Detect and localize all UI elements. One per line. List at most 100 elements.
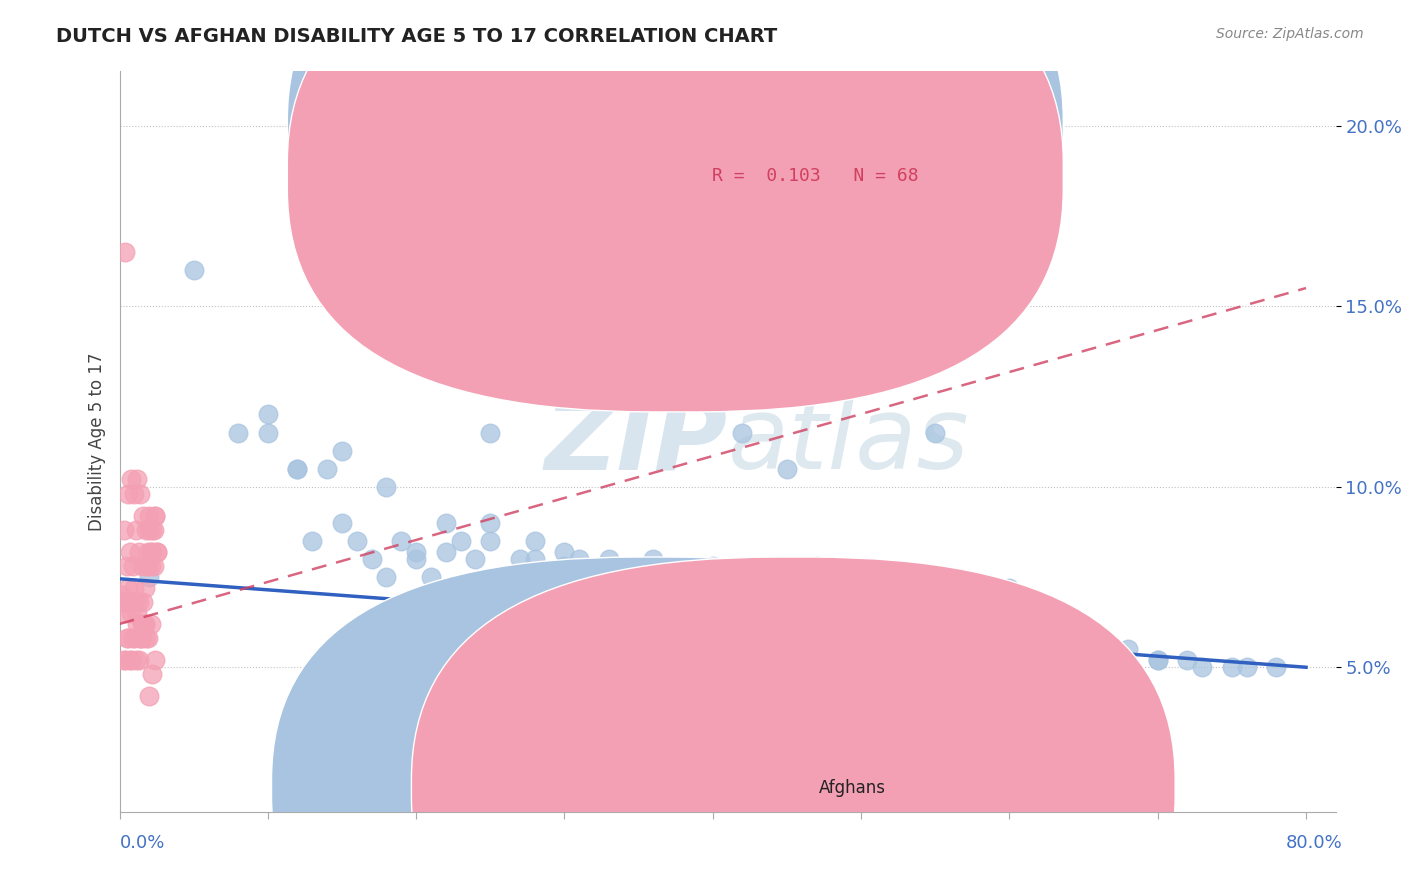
Point [346, 533, 368, 548]
FancyBboxPatch shape [630, 104, 977, 219]
Point [849, 632, 872, 646]
Point [138, 523, 160, 537]
Point [141, 523, 163, 537]
Point [643, 552, 665, 566]
Point [143, 653, 166, 667]
Point [139, 616, 162, 631]
FancyBboxPatch shape [412, 557, 1175, 892]
Point [820, 595, 842, 609]
Point [134, 581, 156, 595]
Point [301, 533, 323, 548]
Point [118, 653, 141, 667]
Point [1236, 660, 1258, 674]
Point [128, 544, 150, 558]
Point [112, 595, 135, 609]
Point [132, 616, 155, 631]
Point [1177, 653, 1199, 667]
Point [998, 616, 1021, 631]
Text: R = -0.132   N = 94: R = -0.132 N = 94 [711, 125, 918, 144]
Point [849, 689, 872, 703]
Point [125, 523, 148, 537]
Point [523, 552, 546, 566]
Point [139, 559, 162, 574]
Point [117, 632, 139, 646]
Point [330, 516, 353, 530]
Point [287, 461, 309, 475]
Point [420, 570, 443, 584]
Point [717, 581, 740, 595]
Point [553, 544, 575, 558]
Point [143, 508, 166, 523]
Point [702, 595, 724, 609]
Point [114, 244, 136, 259]
Point [127, 606, 149, 620]
Point [134, 616, 156, 631]
Point [117, 581, 139, 595]
Point [114, 653, 136, 667]
Point [553, 227, 575, 241]
Point [776, 588, 799, 602]
Point [405, 544, 427, 558]
Point [479, 516, 502, 530]
Point [1057, 653, 1080, 667]
Point [1012, 642, 1035, 657]
Point [142, 559, 165, 574]
Point [405, 552, 427, 566]
Point [598, 570, 620, 584]
Text: DUTCH VS AFGHAN DISABILITY AGE 5 TO 17 CORRELATION CHART: DUTCH VS AFGHAN DISABILITY AGE 5 TO 17 C… [56, 27, 778, 45]
Text: Source: ZipAtlas.com: Source: ZipAtlas.com [1216, 27, 1364, 41]
Point [1146, 653, 1168, 667]
Y-axis label: Disability Age 5 to 17: Disability Age 5 to 17 [87, 352, 105, 531]
Point [1146, 653, 1168, 667]
Point [450, 533, 472, 548]
Point [125, 653, 148, 667]
Point [657, 588, 679, 602]
Point [910, 653, 932, 667]
Point [1191, 660, 1213, 674]
Point [112, 523, 135, 537]
Point [145, 544, 167, 558]
Point [509, 552, 531, 566]
Point [129, 632, 152, 646]
Point [1073, 653, 1095, 667]
Point [643, 581, 665, 595]
Point [761, 606, 783, 620]
Point [138, 689, 160, 703]
FancyBboxPatch shape [287, 0, 1063, 412]
Point [494, 570, 516, 584]
Point [835, 642, 858, 657]
Text: Afghans: Afghans [818, 779, 886, 797]
Point [143, 508, 166, 523]
Point [865, 606, 887, 620]
Text: 80.0%: 80.0% [1286, 834, 1343, 852]
Point [128, 595, 150, 609]
Point [120, 653, 142, 667]
Point [256, 425, 278, 440]
Point [731, 595, 754, 609]
Point [145, 544, 167, 558]
Point [806, 559, 828, 574]
Point [330, 443, 353, 458]
Point [939, 632, 962, 646]
Point [132, 508, 155, 523]
Point [1087, 642, 1109, 657]
Point [125, 595, 148, 609]
Point [135, 559, 157, 574]
Point [124, 487, 146, 501]
Point [375, 480, 398, 494]
FancyBboxPatch shape [287, 0, 1063, 369]
Point [136, 544, 159, 558]
Point [389, 533, 412, 548]
Point [131, 632, 153, 646]
Point [627, 570, 650, 584]
Point [141, 667, 163, 681]
Point [1102, 653, 1125, 667]
Point [686, 570, 709, 584]
Point [479, 533, 502, 548]
Point [568, 552, 591, 566]
Point [613, 581, 636, 595]
Point [121, 632, 143, 646]
Point [111, 588, 134, 602]
Point [924, 425, 946, 440]
Point [998, 581, 1021, 595]
